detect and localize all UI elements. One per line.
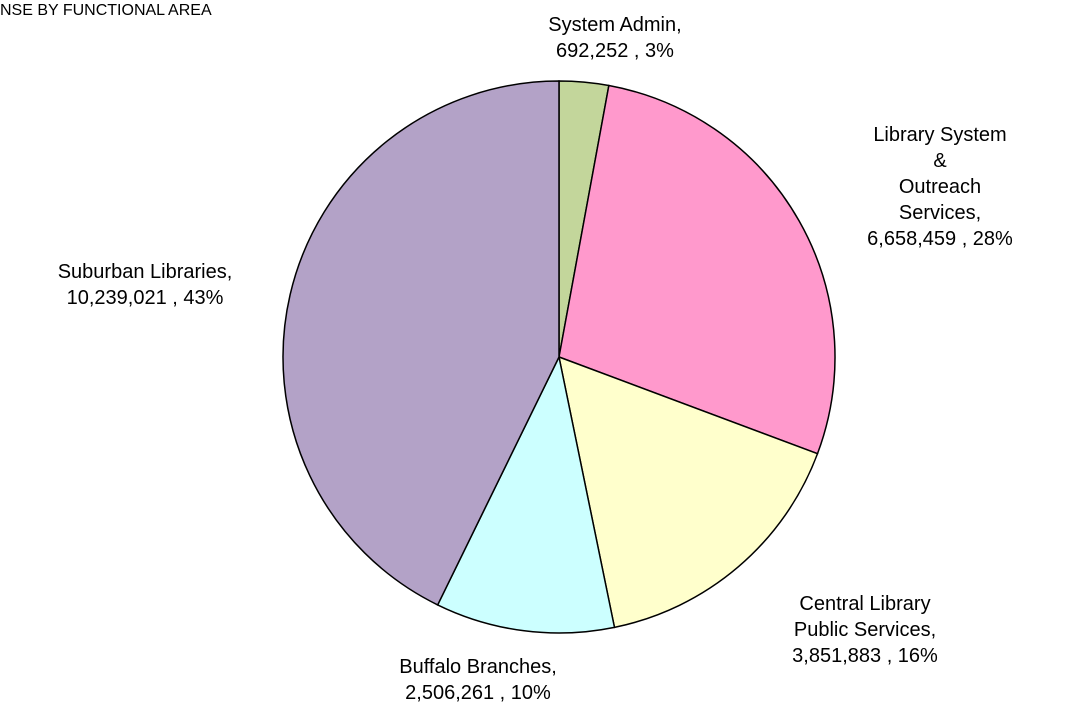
category-label: Central Library Public Services, [793,593,937,641]
slice-label: Library System & Outreach Services, 6,658… [867,122,1013,252]
category-label: System Admin, [548,14,682,36]
value-label: 2,506,261 , 10% [405,682,551,704]
category-label: Buffalo Branches, [399,656,557,678]
chart-title: NSE BY FUNCTIONAL AREA [0,2,212,19]
slice-label: Buffalo Branches, 2,506,261 , 10% [399,654,557,706]
value-label: 692,252 , 3% [556,40,674,62]
value-label: 6,658,459 , 28% [867,228,1013,250]
slice-label: Central Library Public Services, 3,851,88… [792,591,938,669]
category-label: Suburban Libraries, [57,261,233,283]
value-label: 10,239,021 , 43% [66,287,224,309]
pie-slice [557,355,819,629]
category-label: Library System & Outreach Services, [873,124,1007,224]
slice-label: System Admin, 692,252 , 3% [548,12,681,64]
pie-slice [436,354,616,634]
pie-slice [282,80,560,606]
slice-label: Suburban Libraries, 10,239,021 , 43% [58,259,233,311]
pie-slice [558,84,836,455]
value-label: 3,851,883 , 16% [792,645,938,667]
